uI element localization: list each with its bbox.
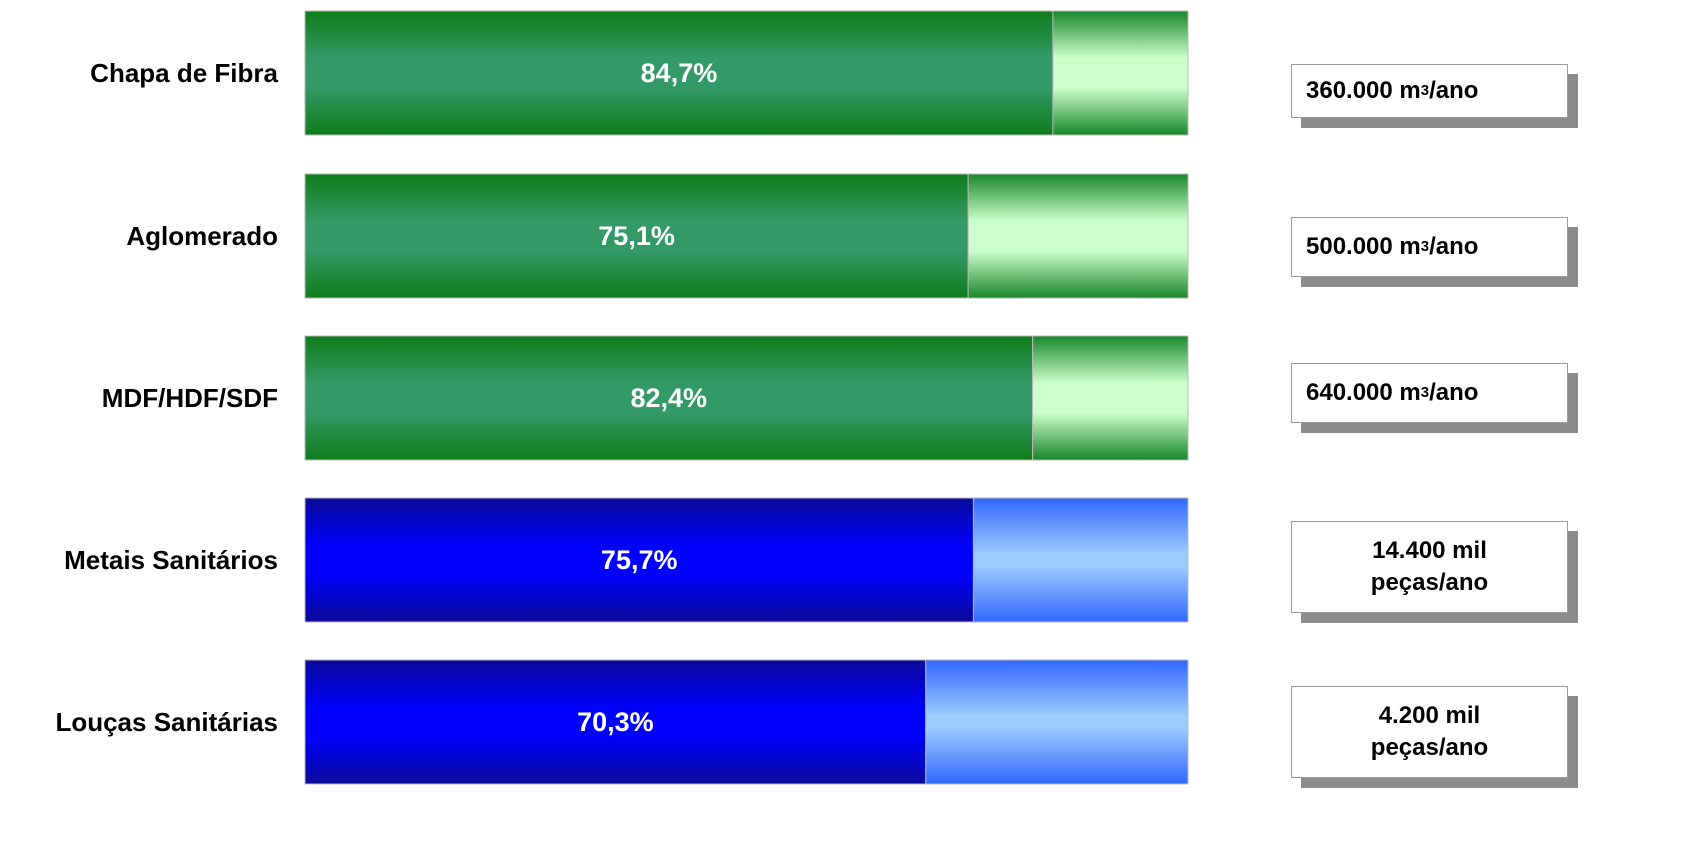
capacity-unit: /ano [1429,77,1479,104]
capacity-unit-exponent: 3 [1420,82,1430,99]
value-label: 82,4% [631,383,708,413]
value-label: 84,7% [641,58,718,88]
capacity-value: 4.200 mil [1378,702,1481,729]
capacity-value: 640.000 m [1306,379,1421,406]
capacity-value: 14.400 mil [1372,537,1487,564]
capacity-unit-exponent: 3 [1420,384,1430,401]
category-label: Aglomerado [126,221,278,251]
utilized-bar [304,173,969,299]
category-label: MDF/HDF/SDF [102,383,278,413]
value-label: 75,7% [601,545,678,575]
category-label: Chapa de Fibra [90,58,278,88]
capacity-box: 500.000 m 3/ano [1291,217,1568,277]
capacity-box: 4.200 mil peças/ano [1291,686,1568,778]
utilized-bar [304,335,1034,461]
capacity-unit: peças/ano [1370,734,1489,761]
capacity-unit-exponent: 3 [1420,238,1430,255]
capacity-unit: /ano [1429,379,1479,406]
category-label: Louças Sanitárias [55,707,278,737]
remaining-bar [925,659,1189,785]
capacity-value: 360.000 m [1306,77,1421,104]
remaining-bar [1052,10,1189,136]
remaining-bar [1032,335,1189,461]
utilized-bar [304,659,927,785]
value-label: 70,3% [577,707,654,737]
capacity-value: 500.000 m [1306,233,1421,260]
value-label: 75,1% [598,221,675,251]
capacity-box: 360.000 m 3/ano [1291,64,1568,118]
capacity-unit: /ano [1429,233,1479,260]
capacity-unit: peças/ano [1370,569,1489,596]
category-label: Metais Sanitários [64,545,278,575]
capacity-box: 640.000 m 3/ano [1291,363,1568,423]
remaining-bar [967,173,1189,299]
remaining-bar [972,497,1189,623]
utilized-bar [304,10,1054,136]
capacity-box: 14.400 mil peças/ano [1291,521,1568,613]
